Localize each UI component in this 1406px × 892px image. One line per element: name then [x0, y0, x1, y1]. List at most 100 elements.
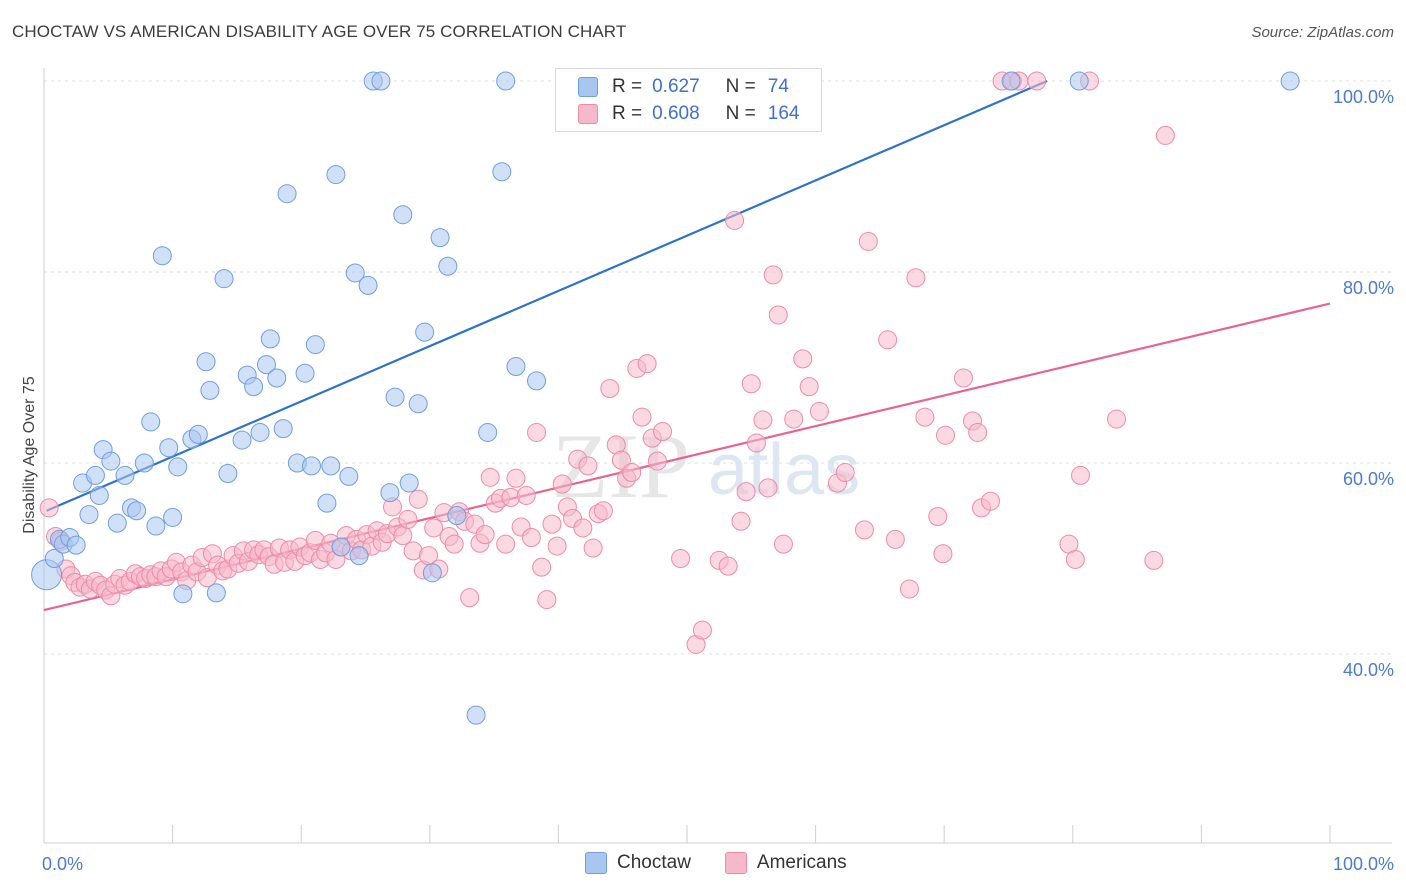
americans-point	[475, 525, 495, 545]
americans-point	[758, 478, 778, 498]
americans-point	[1107, 409, 1127, 429]
choctaw-point	[273, 419, 293, 439]
americans-point	[885, 529, 905, 549]
americans-point	[1065, 549, 1085, 569]
americans-point	[692, 620, 712, 640]
americans-point	[593, 501, 613, 521]
americans-point	[1071, 465, 1091, 485]
choctaw-point	[317, 493, 337, 513]
americans-point	[632, 407, 652, 427]
americans-point	[1155, 125, 1175, 145]
choctaw-point	[232, 430, 252, 450]
legend-n-label: N =	[725, 76, 756, 97]
correlation-legend: R = 0.627 N = 74 R = 0.608 N = 164	[555, 68, 822, 132]
choctaw-point	[349, 546, 369, 566]
choctaw-point	[206, 583, 226, 603]
choctaw-point	[115, 465, 135, 485]
americans-point	[736, 482, 756, 502]
americans-point	[773, 534, 793, 554]
choctaw-point	[305, 335, 325, 355]
choctaw-point	[146, 516, 166, 536]
legend-swatch-choctaw	[578, 77, 598, 97]
americans-point	[741, 374, 761, 394]
source-label: Source: ZipAtlas.com	[1251, 24, 1394, 41]
choctaw-point	[339, 466, 359, 486]
americans-point	[408, 489, 428, 509]
americans-point	[578, 456, 598, 476]
choctaw-point	[393, 205, 413, 225]
legend-item-choctaw[interactable]: Choctaw	[585, 852, 691, 874]
legend-row-americans: R = 0.608 N = 164	[578, 102, 799, 126]
watermark-atlas: atlas	[708, 430, 860, 510]
choctaw-point	[79, 505, 99, 525]
americans-point	[552, 474, 572, 494]
choctaw-point	[1280, 71, 1300, 91]
choctaw-point	[422, 563, 442, 583]
choctaw-point	[214, 269, 234, 289]
choctaw-point	[127, 501, 147, 521]
choctaw-point	[399, 473, 419, 493]
chart-title: CHOCTAW VS AMERICAN DISABILITY AGE OVER …	[12, 22, 627, 41]
americans-point	[542, 514, 562, 534]
americans-point	[953, 368, 973, 388]
legend-label-americans: Americans	[756, 852, 847, 873]
americans-point	[753, 410, 773, 430]
series-legend: Choctaw Americans	[585, 852, 881, 874]
americans-point	[935, 425, 955, 445]
americans-point	[583, 538, 603, 558]
americans-point	[671, 549, 691, 568]
americans-point	[516, 485, 536, 505]
americans-point	[532, 557, 552, 577]
choctaw-point	[415, 322, 435, 342]
americans-point	[424, 518, 444, 538]
choctaw-point	[277, 184, 297, 204]
legend-n-label: N =	[725, 103, 756, 124]
americans-point	[784, 409, 804, 429]
americans-point	[878, 330, 898, 350]
choctaw-point	[134, 453, 154, 473]
choctaw-point	[301, 456, 321, 476]
americans-point	[968, 422, 988, 442]
legend-r-value: 0.608	[652, 103, 700, 124]
americans-point	[506, 468, 526, 488]
legend-r-label: R =	[612, 76, 643, 97]
y-tick-label: 80.0%	[1343, 278, 1394, 298]
y-tick-label: 40.0%	[1343, 660, 1394, 680]
choctaw-point	[89, 485, 109, 505]
choctaw-point	[321, 456, 341, 476]
choctaw-point	[345, 263, 365, 283]
choctaw-point	[159, 438, 179, 458]
americans-point	[906, 268, 926, 288]
americans-point	[899, 579, 919, 599]
choctaw-points	[31, 71, 1300, 725]
americans-point	[653, 421, 673, 441]
choctaw-point	[380, 483, 400, 503]
choctaw-point	[478, 422, 498, 442]
choctaw-point	[358, 275, 378, 295]
choctaw-point	[331, 537, 351, 557]
choctaw-point	[163, 507, 183, 527]
americans-point	[637, 354, 657, 374]
americans-point	[398, 509, 418, 529]
choctaw-point	[430, 228, 450, 248]
americans-point	[480, 467, 500, 487]
choctaw-point	[188, 424, 208, 444]
choctaw-point	[506, 357, 526, 377]
choctaw-point	[496, 71, 516, 91]
americans-point	[731, 511, 751, 531]
americans-point	[647, 451, 667, 471]
axes	[43, 68, 1392, 844]
choctaw-point	[101, 451, 121, 471]
americans-point	[915, 407, 935, 427]
americans-point	[39, 498, 59, 518]
choctaw-point	[1069, 71, 1089, 91]
choctaw-point	[200, 380, 220, 400]
choctaw-point	[196, 352, 216, 372]
choctaw-trend-line	[46, 79, 1048, 512]
legend-item-americans[interactable]: Americans	[724, 852, 847, 874]
americans-point	[799, 377, 819, 397]
choctaw-point	[295, 363, 315, 383]
choctaw-point	[152, 246, 172, 266]
choctaw-point	[371, 71, 391, 91]
americans-point	[835, 463, 855, 483]
